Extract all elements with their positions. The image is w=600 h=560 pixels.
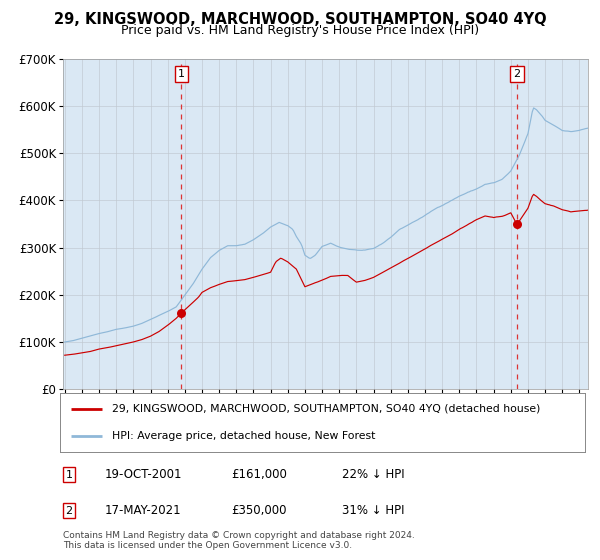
Text: 1: 1 <box>178 69 185 78</box>
Text: 17-MAY-2021: 17-MAY-2021 <box>105 504 182 517</box>
Text: 19-OCT-2001: 19-OCT-2001 <box>105 468 182 482</box>
Text: HPI: Average price, detached house, New Forest: HPI: Average price, detached house, New … <box>113 431 376 441</box>
Text: 22% ↓ HPI: 22% ↓ HPI <box>342 468 404 482</box>
Text: £161,000: £161,000 <box>231 468 287 482</box>
Text: Contains HM Land Registry data © Crown copyright and database right 2024.
This d: Contains HM Land Registry data © Crown c… <box>63 530 415 550</box>
Text: 29, KINGSWOOD, MARCHWOOD, SOUTHAMPTON, SO40 4YQ (detached house): 29, KINGSWOOD, MARCHWOOD, SOUTHAMPTON, S… <box>113 404 541 414</box>
Text: £350,000: £350,000 <box>231 504 287 517</box>
Text: 31% ↓ HPI: 31% ↓ HPI <box>342 504 404 517</box>
Text: Price paid vs. HM Land Registry's House Price Index (HPI): Price paid vs. HM Land Registry's House … <box>121 24 479 37</box>
Text: 2: 2 <box>514 69 521 78</box>
Text: 2: 2 <box>65 506 73 516</box>
Text: 29, KINGSWOOD, MARCHWOOD, SOUTHAMPTON, SO40 4YQ: 29, KINGSWOOD, MARCHWOOD, SOUTHAMPTON, S… <box>53 12 547 27</box>
Text: 1: 1 <box>65 470 73 480</box>
